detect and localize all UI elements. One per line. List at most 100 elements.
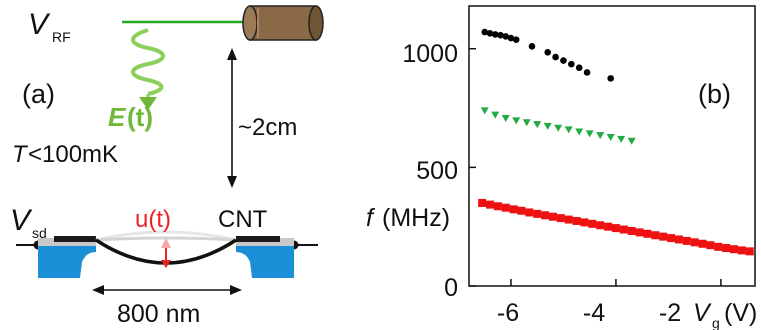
left-electrode bbox=[38, 242, 96, 278]
data-point bbox=[485, 200, 494, 209]
panel-a: V RF E (t) (a) T <100mK ~2cm bbox=[10, 5, 324, 328]
data-point bbox=[585, 130, 594, 138]
data-point bbox=[480, 107, 489, 115]
data-point bbox=[596, 221, 605, 230]
data-point bbox=[552, 53, 559, 61]
displacement-label: u(t) bbox=[135, 206, 171, 233]
data-point bbox=[572, 216, 581, 225]
data-point bbox=[659, 232, 668, 241]
data-point bbox=[607, 75, 614, 82]
data-point bbox=[619, 225, 628, 234]
data-point bbox=[501, 115, 510, 122]
data-point bbox=[481, 28, 489, 36]
cnt-label: CNT bbox=[218, 206, 268, 233]
xtick-label-m2: -2 bbox=[659, 299, 681, 327]
data-point bbox=[722, 244, 731, 253]
vrf-subscript: RF bbox=[52, 29, 71, 45]
data-point bbox=[525, 208, 534, 217]
plot-frame bbox=[468, 5, 756, 287]
data-point bbox=[491, 111, 500, 119]
vsd-subscript: sd bbox=[32, 225, 47, 241]
data-point bbox=[568, 60, 575, 68]
panel-a-label: (a) bbox=[22, 79, 55, 109]
data-point bbox=[544, 48, 552, 56]
data-point bbox=[512, 117, 521, 125]
series-0 bbox=[481, 28, 614, 82]
data-point bbox=[575, 128, 584, 136]
data-point bbox=[575, 64, 583, 71]
data-point bbox=[643, 229, 652, 238]
data-point bbox=[541, 211, 550, 220]
data-point bbox=[617, 135, 626, 143]
ytick-label-1000: 1000 bbox=[402, 40, 458, 68]
data-point bbox=[486, 29, 494, 37]
data-point bbox=[737, 246, 746, 255]
data-point bbox=[502, 33, 510, 40]
panel-b-label: (b) bbox=[698, 79, 731, 109]
efield-symbol: E bbox=[108, 102, 126, 132]
data-point bbox=[596, 132, 605, 140]
series-1 bbox=[480, 107, 636, 145]
data-point bbox=[627, 137, 636, 145]
data-point bbox=[651, 231, 660, 240]
ytick-label-0: 0 bbox=[444, 274, 458, 302]
length-arrow bbox=[92, 285, 242, 295]
data-point bbox=[714, 242, 723, 251]
data-point bbox=[528, 43, 536, 50]
data-point bbox=[606, 133, 615, 141]
xtick-label-m6: -6 bbox=[497, 299, 519, 327]
coax-cable-icon bbox=[242, 5, 324, 41]
data-point bbox=[556, 214, 565, 223]
distance-arrow bbox=[227, 48, 237, 188]
data-point bbox=[497, 31, 504, 39]
data-point bbox=[690, 238, 699, 247]
length-label: 800 nm bbox=[117, 300, 200, 328]
ylabel-symbol: f bbox=[366, 204, 376, 232]
data-point bbox=[507, 34, 515, 42]
data-point bbox=[588, 219, 597, 228]
panel-b: 0 500 1000 -6 -4 -2 V g (V) f (MHz) (b) bbox=[366, 5, 757, 330]
series-2 bbox=[478, 198, 754, 256]
data-point bbox=[564, 215, 573, 224]
distance-label: ~2cm bbox=[238, 114, 297, 141]
data-point bbox=[674, 235, 683, 244]
data-point bbox=[706, 241, 715, 250]
data-point bbox=[522, 119, 531, 127]
nanotube-device bbox=[16, 230, 318, 278]
xtick-label-m4: -4 bbox=[583, 299, 605, 327]
data-point bbox=[611, 224, 620, 233]
data-point bbox=[533, 121, 542, 129]
data-point bbox=[730, 245, 739, 254]
vsd-symbol: V bbox=[10, 204, 33, 237]
xlabel-unit: (V) bbox=[724, 299, 757, 327]
data-point bbox=[533, 209, 542, 218]
temperature-value: <100mK bbox=[28, 141, 118, 168]
vrf-symbol: V bbox=[28, 8, 51, 41]
data-point bbox=[501, 203, 510, 212]
axis-ticks bbox=[469, 47, 722, 287]
data-point bbox=[698, 239, 707, 248]
data-point bbox=[745, 247, 754, 256]
data-point bbox=[667, 234, 676, 243]
data-point bbox=[583, 69, 591, 76]
data-point bbox=[554, 124, 563, 132]
efield-arg: (t) bbox=[127, 102, 153, 132]
data-point bbox=[580, 218, 589, 227]
data-point bbox=[509, 205, 518, 214]
ylabel-unit: (MHz) bbox=[382, 204, 450, 232]
data-point bbox=[548, 212, 557, 221]
xlabel-subscript: g bbox=[712, 315, 720, 330]
right-electrode bbox=[236, 242, 294, 278]
data-point bbox=[604, 222, 613, 231]
data-point bbox=[682, 236, 691, 245]
data-point bbox=[512, 36, 520, 43]
temperature-symbol: T bbox=[12, 141, 29, 168]
data-point bbox=[493, 202, 502, 211]
data-point bbox=[478, 198, 487, 207]
data-series bbox=[478, 28, 754, 256]
efield-wave-icon bbox=[131, 28, 165, 110]
ytick-label-500: 500 bbox=[416, 157, 458, 185]
data-point bbox=[564, 126, 573, 134]
data-point bbox=[560, 57, 567, 64]
